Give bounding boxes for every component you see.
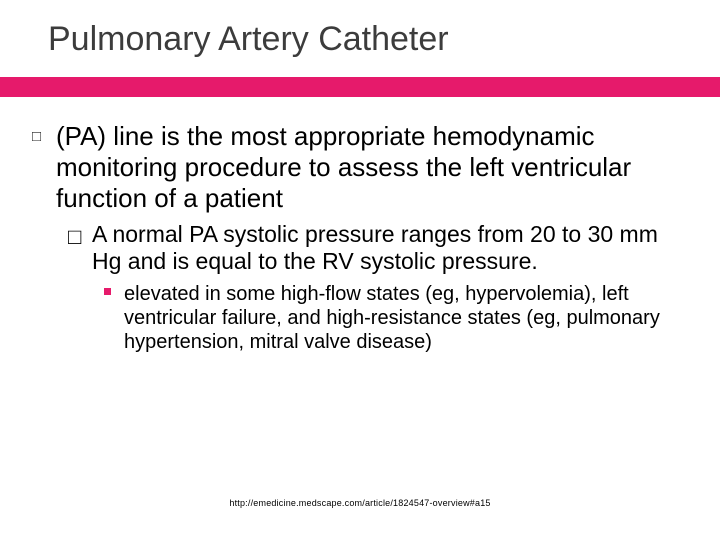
slide-content: □ (PA) line is the most appropriate hemo… bbox=[0, 121, 720, 354]
bullet-level2: □ A normal PA systolic pressure ranges f… bbox=[68, 221, 690, 276]
bullet-level3: elevated in some high-flow states (eg, h… bbox=[104, 282, 690, 354]
footer-reference-url: http://emedicine.medscape.com/article/18… bbox=[0, 498, 720, 508]
slide-container: Pulmonary Artery Catheter □ (PA) line is… bbox=[0, 0, 720, 540]
slide-title: Pulmonary Artery Catheter bbox=[0, 20, 720, 77]
bullet-marker-hollow-square-icon: □ bbox=[68, 221, 92, 276]
bullet-level2-text: A normal PA systolic pressure ranges fro… bbox=[92, 221, 690, 276]
bullet-marker-filled-square-icon bbox=[104, 282, 124, 354]
bullet-level1: □ (PA) line is the most appropriate hemo… bbox=[30, 121, 690, 215]
bullet-level3-text: elevated in some high-flow states (eg, h… bbox=[124, 282, 690, 354]
title-divider-bar bbox=[0, 77, 720, 97]
bullet-marker-hollow-square-icon: □ bbox=[30, 121, 56, 215]
bullet-level1-text: (PA) line is the most appropriate hemody… bbox=[56, 121, 690, 215]
